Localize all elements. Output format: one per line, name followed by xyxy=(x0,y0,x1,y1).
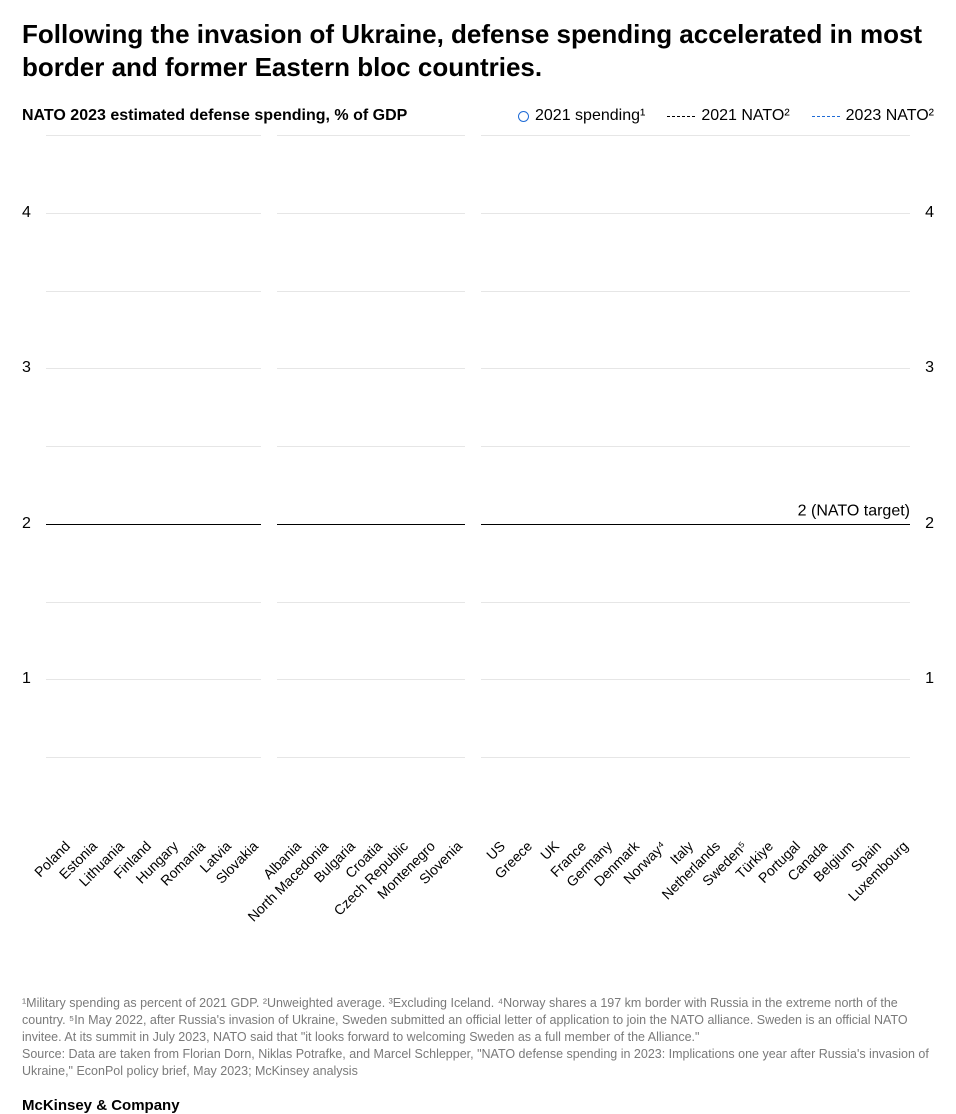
company-name: McKinsey & Company xyxy=(22,1097,934,1114)
legend-label: 2021 NATO² xyxy=(701,107,789,125)
legend-label: 2023 NATO² xyxy=(846,107,934,125)
chart-area: 112233442 (NATO target)PolandEstoniaLith… xyxy=(22,135,934,835)
y-tick-right: 1 xyxy=(925,670,934,688)
chart-subtitle: NATO 2023 estimated defense spending, % … xyxy=(22,107,407,125)
circle-icon xyxy=(518,111,529,122)
y-tick-left: 3 xyxy=(22,359,31,377)
y-tick-left: 1 xyxy=(22,670,31,688)
y-tick-right: 2 xyxy=(925,515,934,533)
subtitle-light: % of GDP xyxy=(330,107,407,124)
plot-area: 112233442 (NATO target)PolandEstoniaLith… xyxy=(46,135,910,835)
y-tick-right: 3 xyxy=(925,359,934,377)
footnotes: ¹Military spending as percent of 2021 GD… xyxy=(22,995,934,1079)
chart-title: Following the invasion of Ukraine, defen… xyxy=(22,18,934,83)
y-tick-left: 4 xyxy=(22,204,31,222)
legend-2021-spending: 2021 spending¹ xyxy=(518,107,645,125)
dash-icon xyxy=(667,116,695,117)
y-tick-left: 2 xyxy=(22,515,31,533)
footnote-text: ¹Military spending as percent of 2021 GD… xyxy=(22,995,934,1046)
legend-2021-nato: 2021 NATO² xyxy=(667,107,789,125)
legend: 2021 spending¹ 2021 NATO² 2023 NATO² xyxy=(518,107,934,125)
source-text: Source: Data are taken from Florian Dorn… xyxy=(22,1046,934,1080)
y-tick-right: 4 xyxy=(925,204,934,222)
dash-icon xyxy=(812,116,840,117)
subtitle-row: NATO 2023 estimated defense spending, % … xyxy=(22,107,934,125)
legend-label: 2021 spending¹ xyxy=(535,107,645,125)
subtitle-bold: NATO 2023 estimated defense spending, xyxy=(22,107,330,124)
nato-target-label: 2 (NATO target) xyxy=(798,502,910,520)
panel-gap xyxy=(465,135,481,835)
legend-2023-nato: 2023 NATO² xyxy=(812,107,934,125)
panel-gap xyxy=(261,135,277,835)
